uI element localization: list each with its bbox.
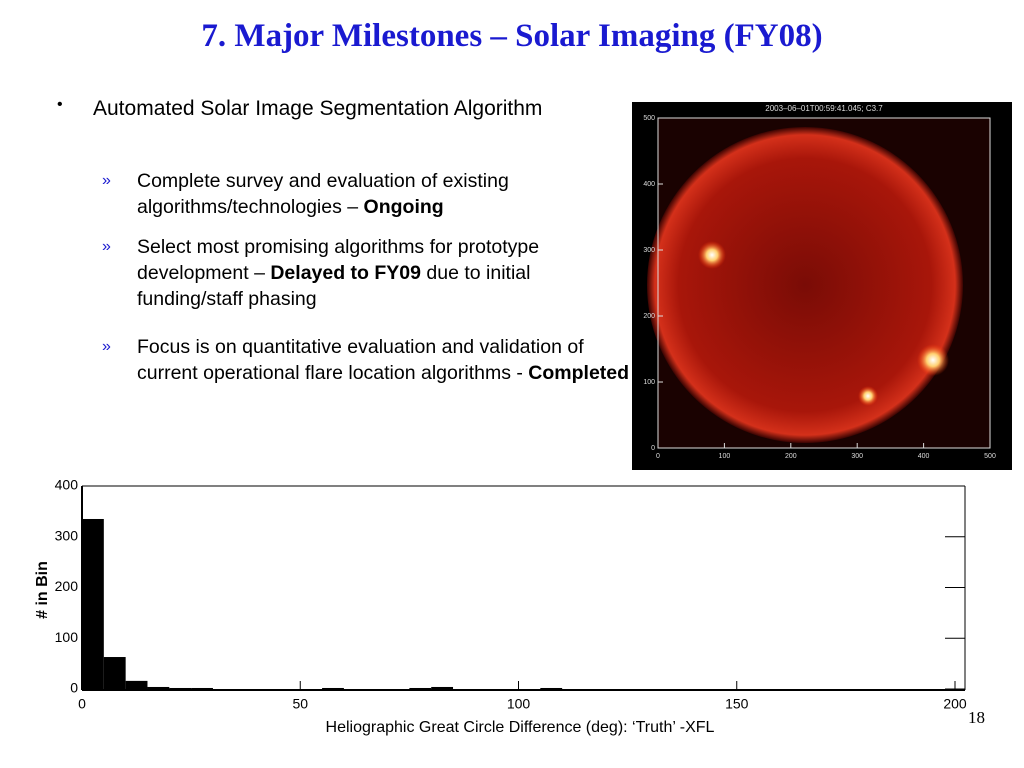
image-axes [657,117,991,449]
y-tick-label: 200 [55,578,79,594]
sub-item: Complete survey and evaluation of existi… [137,168,637,220]
bar [82,518,104,689]
sub-bullet: » [102,172,111,189]
image-y-tick-label: 200 [643,313,655,320]
image-x-tick-label: 300 [851,453,863,460]
y-tick-label: 400 [55,477,79,493]
bar [322,687,344,689]
bar [540,687,563,689]
bar [191,687,213,689]
image-y-tick-label: 100 [643,379,655,386]
image-x-tick-label: 500 [984,453,996,460]
bar [125,680,148,689]
y-tick-label: 300 [55,527,79,543]
x-tick-label: 200 [943,696,967,712]
x-axis-label: Heliographic Great Circle Difference (de… [326,719,715,736]
sub-bullet: » [102,338,111,355]
y-tick-label: 0 [70,680,78,696]
bar [169,687,192,689]
image-x-tick-label: 100 [719,453,731,460]
image-x-tick-label: 0 [656,453,660,460]
bullet-text: Automated Solar Image Segmentation Algor… [93,97,543,120]
image-title: 2003–06–01T00:59:41.045; C3.7 [765,104,883,113]
slide-title: 7. Major Milestones – Solar Imaging (FY0… [201,18,823,54]
item-text: Complete survey and evaluation of existi… [137,170,509,218]
item-text: Select most promising algorithms for pro… [137,236,540,284]
image-y-tick-label: 0 [651,445,655,452]
image-y-tick-label: 500 [643,115,655,122]
x-tick-label: 50 [292,696,308,712]
sub-item: Select most promising algorithms for pro… [137,234,637,312]
image-y-tick-label: 400 [643,181,655,188]
x-tick-label: 100 [507,696,531,712]
page-number: 18 [968,708,985,727]
flare [858,386,878,406]
flare [698,241,726,269]
bar [431,686,454,689]
item-text: Focus is on quantitative evaluation and … [137,336,584,384]
x-tick-label: 0 [78,696,86,712]
sub-bullet: » [102,238,111,255]
image-x-tick-label: 200 [785,453,797,460]
item-status: Delayed to FY09 [270,262,421,284]
x-tick-label: 150 [725,696,749,712]
sub-item: Focus is on quantitative evaluation and … [137,334,637,386]
bar [147,686,170,689]
bullet-dot: • [57,96,63,113]
image-x-tick-label: 400 [918,453,930,460]
y-axis-label: # in Bin [34,561,51,619]
bar [103,657,126,689]
item-status: Completed [528,362,630,384]
solar-disk [647,127,963,443]
y-tick-label: 100 [55,629,79,645]
flare [917,344,949,376]
item-tail: due to initial funding/staff phasing [137,262,531,310]
bar [409,687,432,689]
image-y-tick-label: 300 [643,247,655,254]
item-status: Ongoing [363,196,444,218]
